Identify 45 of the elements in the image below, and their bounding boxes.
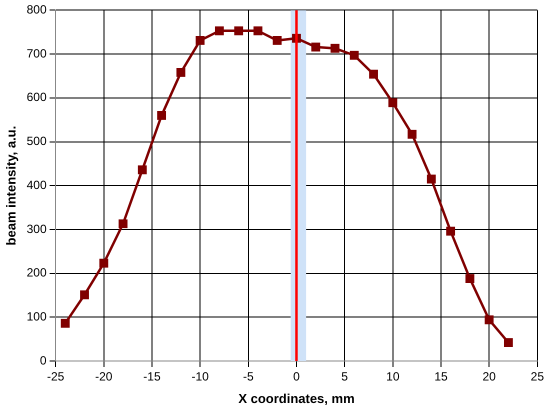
point — [254, 26, 262, 36]
x-tick-label: -10 — [191, 370, 210, 384]
point — [60, 318, 70, 328]
x-tick-label: -25 — [46, 370, 65, 384]
point — [369, 70, 378, 79]
point — [138, 165, 147, 174]
point — [465, 274, 474, 283]
x-tick-label: -15 — [143, 370, 161, 384]
x-tick-label: 5 — [341, 370, 348, 384]
y-tick-label: 800 — [26, 2, 47, 17]
point — [330, 44, 340, 53]
point — [311, 42, 320, 52]
point — [272, 36, 282, 45]
x-tick-label: 25 — [530, 370, 544, 384]
y-tick-label: 700 — [26, 46, 47, 60]
x-tick-label: 15 — [434, 370, 448, 384]
point — [196, 36, 205, 45]
point — [118, 219, 128, 228]
point — [234, 26, 244, 36]
point — [388, 98, 398, 108]
y-tick-label: 200 — [26, 266, 47, 280]
x-tick-label: 10 — [386, 370, 400, 384]
point — [99, 258, 108, 268]
point — [446, 226, 456, 236]
point — [426, 174, 436, 184]
x-tick-label: 0 — [293, 370, 300, 384]
point — [350, 50, 359, 60]
y-tick-label: 500 — [26, 134, 47, 148]
y-tick-label: 600 — [26, 90, 47, 104]
x-axis-title: X coordinates, mm — [238, 390, 355, 406]
y-tick-label: 400 — [26, 178, 47, 192]
y-tick-label: 300 — [26, 222, 47, 236]
point — [176, 68, 186, 77]
x-tick-label: -5 — [242, 370, 254, 384]
point — [484, 315, 494, 324]
point — [80, 290, 89, 300]
y-axis-title: beam intensity, a.u. — [3, 126, 18, 246]
x-tick-label: -20 — [95, 370, 113, 384]
point — [408, 130, 417, 139]
x-tick-label: 20 — [482, 370, 496, 384]
y-tick-label: 100 — [26, 309, 47, 324]
y-tick-label: 0 — [40, 353, 47, 368]
point — [214, 26, 224, 36]
point — [504, 338, 513, 348]
point — [157, 111, 166, 120]
